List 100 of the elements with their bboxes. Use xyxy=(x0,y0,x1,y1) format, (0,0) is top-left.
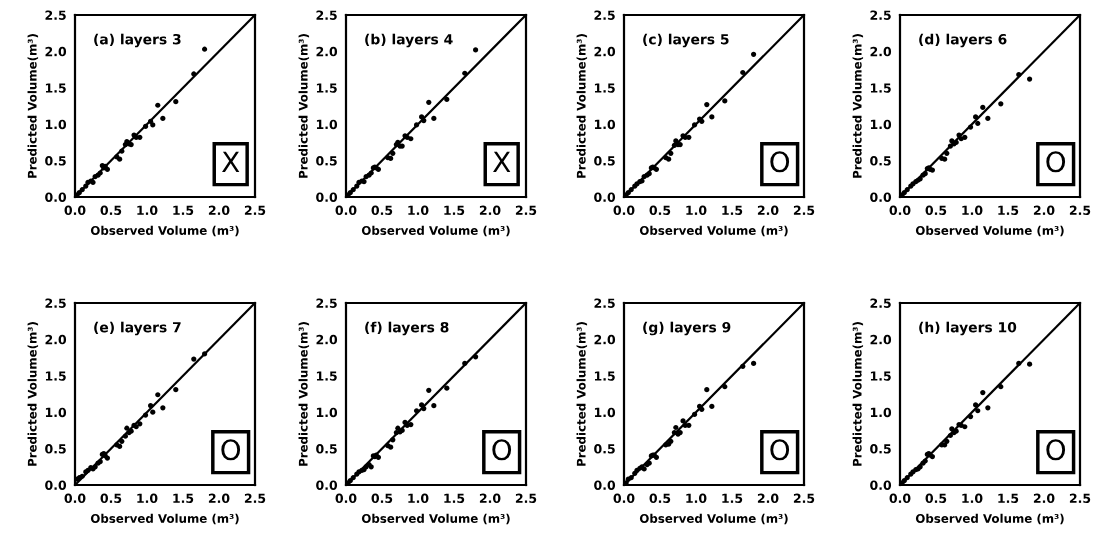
x-axis-title: Observed Volume (m³) xyxy=(915,225,1064,237)
x-tick-label: 1.0 xyxy=(408,493,429,504)
annotation: O xyxy=(1046,151,1066,173)
x-tick-label: 1.0 xyxy=(137,205,158,216)
y-tick-label: 1.5 xyxy=(870,83,891,93)
y-tick-label: 0.5 xyxy=(594,156,615,166)
x-axis-title: Observed Volume (m³) xyxy=(639,225,788,237)
y-tick-label: 1.5 xyxy=(594,83,615,93)
x-tick-label: 0.0 xyxy=(335,205,357,216)
x-axis-title: Observed Volume (m³) xyxy=(639,513,788,525)
x-tick-label: 0.5 xyxy=(371,205,393,216)
y-tick-label: 1.0 xyxy=(594,407,616,418)
x-tick-label: 2.0 xyxy=(1033,205,1055,216)
x-tick-label: 2.5 xyxy=(793,205,815,216)
text: (c) layers 5 xyxy=(643,33,729,48)
x-tick-label: 1.0 xyxy=(137,493,158,504)
y-tick-label: 0.0 xyxy=(594,480,616,490)
x-tick-label: 2.0 xyxy=(757,205,779,216)
y-tick-label: 2.5 xyxy=(594,298,615,308)
x-axis-title: Observed Volume (m³) xyxy=(361,513,510,525)
y-axis-title: Predicted Volume(m³) xyxy=(27,34,39,178)
x-tick-label: 0.0 xyxy=(613,493,635,504)
y-tick-label: 0.5 xyxy=(45,444,66,454)
y-tick-label: 2.0 xyxy=(594,334,616,345)
y-tick-label: 1.0 xyxy=(316,119,338,130)
x-tick-label: 2.5 xyxy=(244,205,266,216)
x-tick-label: 2.5 xyxy=(515,493,537,504)
x-tick-label: 0.0 xyxy=(613,205,635,216)
y-axis-title: Predicted Volume(m³) xyxy=(852,322,864,466)
x-tick-label: 1.5 xyxy=(444,493,465,504)
y-axis-title: Predicted Volume(m³) xyxy=(298,34,310,178)
y-tick-label: 2.5 xyxy=(45,10,66,20)
x-tick-label: 2.5 xyxy=(1069,205,1091,216)
y-tick-label: 2.0 xyxy=(594,46,616,57)
y-axis-title: Predicted Volume(m³) xyxy=(298,322,310,466)
x-tick-label: 0.5 xyxy=(649,205,671,216)
x-tick-label: 1.5 xyxy=(444,205,465,216)
x-tick-label: 2.5 xyxy=(1069,493,1091,504)
x-tick-label: 0.5 xyxy=(100,493,122,504)
y-tick-label: 0.0 xyxy=(45,192,67,202)
text: (b) layers 4 xyxy=(365,33,453,48)
x-tick-label: 1.5 xyxy=(722,205,743,216)
y-axis-title: Predicted Volume(m³) xyxy=(852,34,864,178)
y-tick-label: 1.5 xyxy=(45,83,66,93)
y-tick-label: 1.0 xyxy=(870,119,892,130)
x-tick-label: 2.0 xyxy=(1033,493,1055,504)
y-tick-label: 2.5 xyxy=(870,298,891,308)
y-tick-label: 0.0 xyxy=(45,480,67,490)
y-tick-label: 2.0 xyxy=(870,334,892,345)
y-tick-label: 1.0 xyxy=(45,407,67,418)
annotation: O xyxy=(770,439,790,461)
x-tick-label: 0.0 xyxy=(64,205,86,216)
x-tick-label: 1.5 xyxy=(173,205,194,216)
annotation: O xyxy=(770,151,790,173)
x-tick-label: 2.0 xyxy=(479,493,501,504)
y-axis-title: Predicted Volume(m³) xyxy=(576,322,588,466)
x-tick-label: 0.5 xyxy=(925,205,947,216)
x-tick-label: 1.5 xyxy=(998,493,1019,504)
y-tick-label: 0.5 xyxy=(594,444,615,454)
y-tick-label: 1.0 xyxy=(870,407,892,418)
text: (h) layers 10 xyxy=(919,321,1017,336)
y-tick-label: 0.5 xyxy=(316,444,337,454)
x-tick-label: 2.5 xyxy=(515,205,537,216)
y-tick-label: 2.5 xyxy=(316,10,337,20)
y-tick-label: 1.5 xyxy=(870,371,891,381)
y-tick-label: 1.0 xyxy=(594,119,616,130)
x-tick-label: 1.5 xyxy=(998,205,1019,216)
x-axis-title: Observed Volume (m³) xyxy=(90,225,239,237)
x-tick-label: 0.0 xyxy=(64,493,86,504)
x-axis-title: Observed Volume (m³) xyxy=(90,513,239,525)
y-tick-label: 2.0 xyxy=(316,46,338,57)
x-tick-label: 2.0 xyxy=(757,493,779,504)
y-tick-label: 1.5 xyxy=(316,371,337,381)
x-axis-title: Observed Volume (m³) xyxy=(915,513,1064,525)
y-tick-label: 0.0 xyxy=(316,480,338,490)
y-tick-label: 2.0 xyxy=(316,334,338,345)
x-tick-label: 1.0 xyxy=(408,205,429,216)
y-tick-label: 0.5 xyxy=(45,156,66,166)
x-tick-label: 2.0 xyxy=(479,205,501,216)
x-tick-label: 1.0 xyxy=(686,205,707,216)
y-tick-label: 2.0 xyxy=(870,46,892,57)
text: (a) layers 3 xyxy=(94,33,181,48)
annotation: O xyxy=(221,439,241,461)
x-tick-label: 2.0 xyxy=(208,205,230,216)
x-tick-label: 1.0 xyxy=(962,493,983,504)
y-axis-title: Predicted Volume(m³) xyxy=(27,322,39,466)
annotation: X xyxy=(222,151,240,172)
x-tick-label: 0.5 xyxy=(100,205,122,216)
y-tick-label: 2.5 xyxy=(870,10,891,20)
x-tick-label: 0.5 xyxy=(649,493,671,504)
y-tick-label: 0.0 xyxy=(316,192,338,202)
y-tick-label: 0.0 xyxy=(870,480,892,490)
y-tick-label: 0.0 xyxy=(594,192,616,202)
x-tick-label: 0.0 xyxy=(889,205,911,216)
x-tick-label: 0.0 xyxy=(335,493,357,504)
x-tick-label: 0.5 xyxy=(925,493,947,504)
text: (e) layers 7 xyxy=(94,321,181,336)
x-tick-label: 1.0 xyxy=(962,205,983,216)
y-tick-label: 1.5 xyxy=(594,371,615,381)
y-tick-label: 0.5 xyxy=(870,444,891,454)
